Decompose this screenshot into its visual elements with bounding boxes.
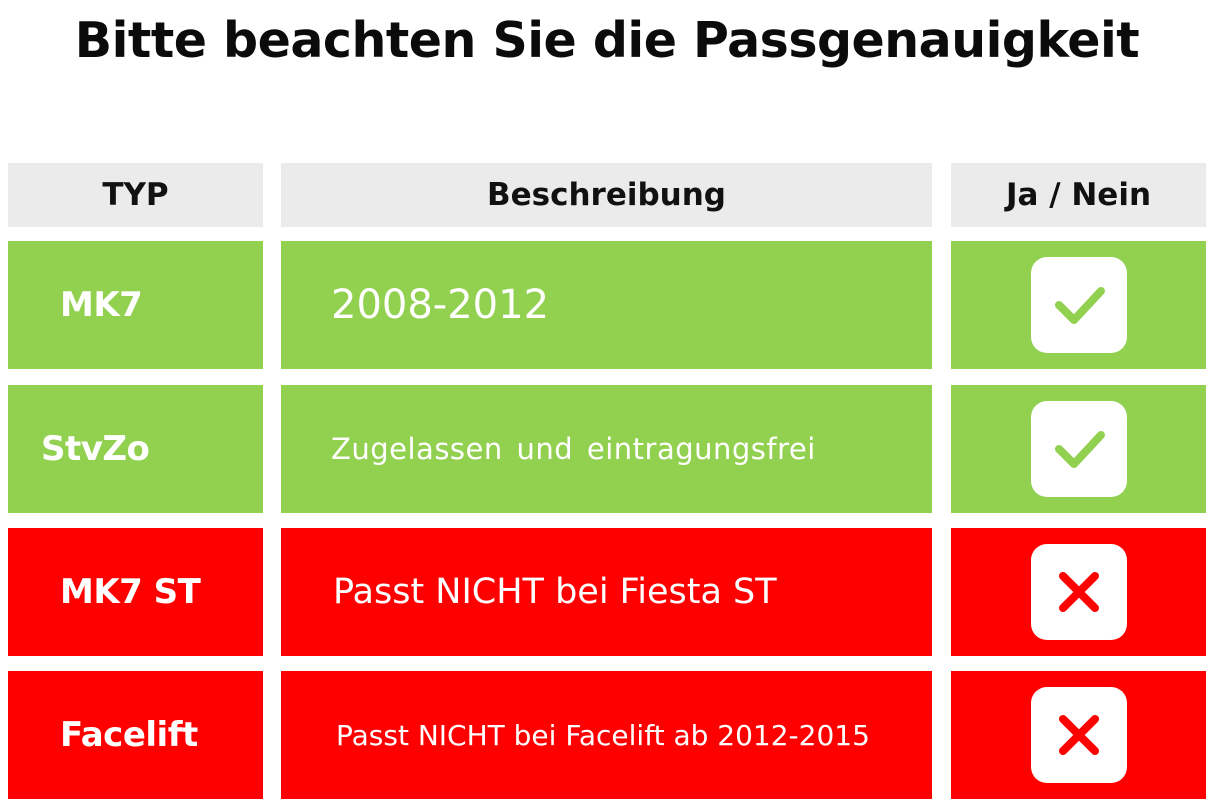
status-badge [1030,687,1127,783]
header-typ-label: TYP [102,177,169,213]
beschreibung-text: Zugelassen und eintragungsfrei [331,432,816,466]
typ-label: MK7 ST [60,572,201,612]
cross-icon [1058,572,1099,612]
header-ja-nein: Ja / Nein [951,163,1206,227]
table-row-stvzo-typ: StvZo [8,385,263,513]
beschreibung-text: Passt NICHT bei Facelift ab 2012-2015 [336,718,870,752]
table-row-stvzo-beschreibung: Zugelassen und eintragungsfrei [281,385,932,513]
header-ja-nein-label: Ja / Nein [1005,177,1152,213]
status-badge [1030,257,1127,353]
page-title: Bitte beachten Sie die Passgenauigkeit [74,12,1140,69]
typ-label: Facelift [60,715,198,755]
table-row-facelift-typ: Facelift [8,671,263,799]
table-row-mk7-beschreibung: 2008-2012 [281,241,932,369]
status-badge [1030,544,1127,640]
cross-icon [1058,715,1099,755]
table-row-mk7-st-typ: MK7 ST [8,528,263,656]
header-beschreibung-label: Beschreibung [486,177,726,213]
table-row-facelift-status [951,671,1206,799]
table-row-mk7-status [951,241,1206,369]
typ-label: MK7 [60,285,143,325]
header-beschreibung: Beschreibung [281,163,932,227]
table-row-mk7-st-beschreibung: Passt NICHT bei Fiesta ST [281,528,932,656]
typ-label: StvZo [41,429,150,469]
check-icon [1054,287,1105,324]
table-row-stvzo-status [951,385,1206,513]
header-typ: TYP [8,163,263,227]
table-row-facelift-beschreibung: Passt NICHT bei Facelift ab 2012-2015 [281,671,932,799]
table-row-mk7-typ: MK7 [8,241,263,369]
check-icon [1054,431,1105,468]
beschreibung-text: 2008-2012 [331,282,550,328]
table-row-mk7-st-status [951,528,1206,656]
status-badge [1030,401,1127,497]
beschreibung-text: Passt NICHT bei Fiesta ST [333,572,777,612]
